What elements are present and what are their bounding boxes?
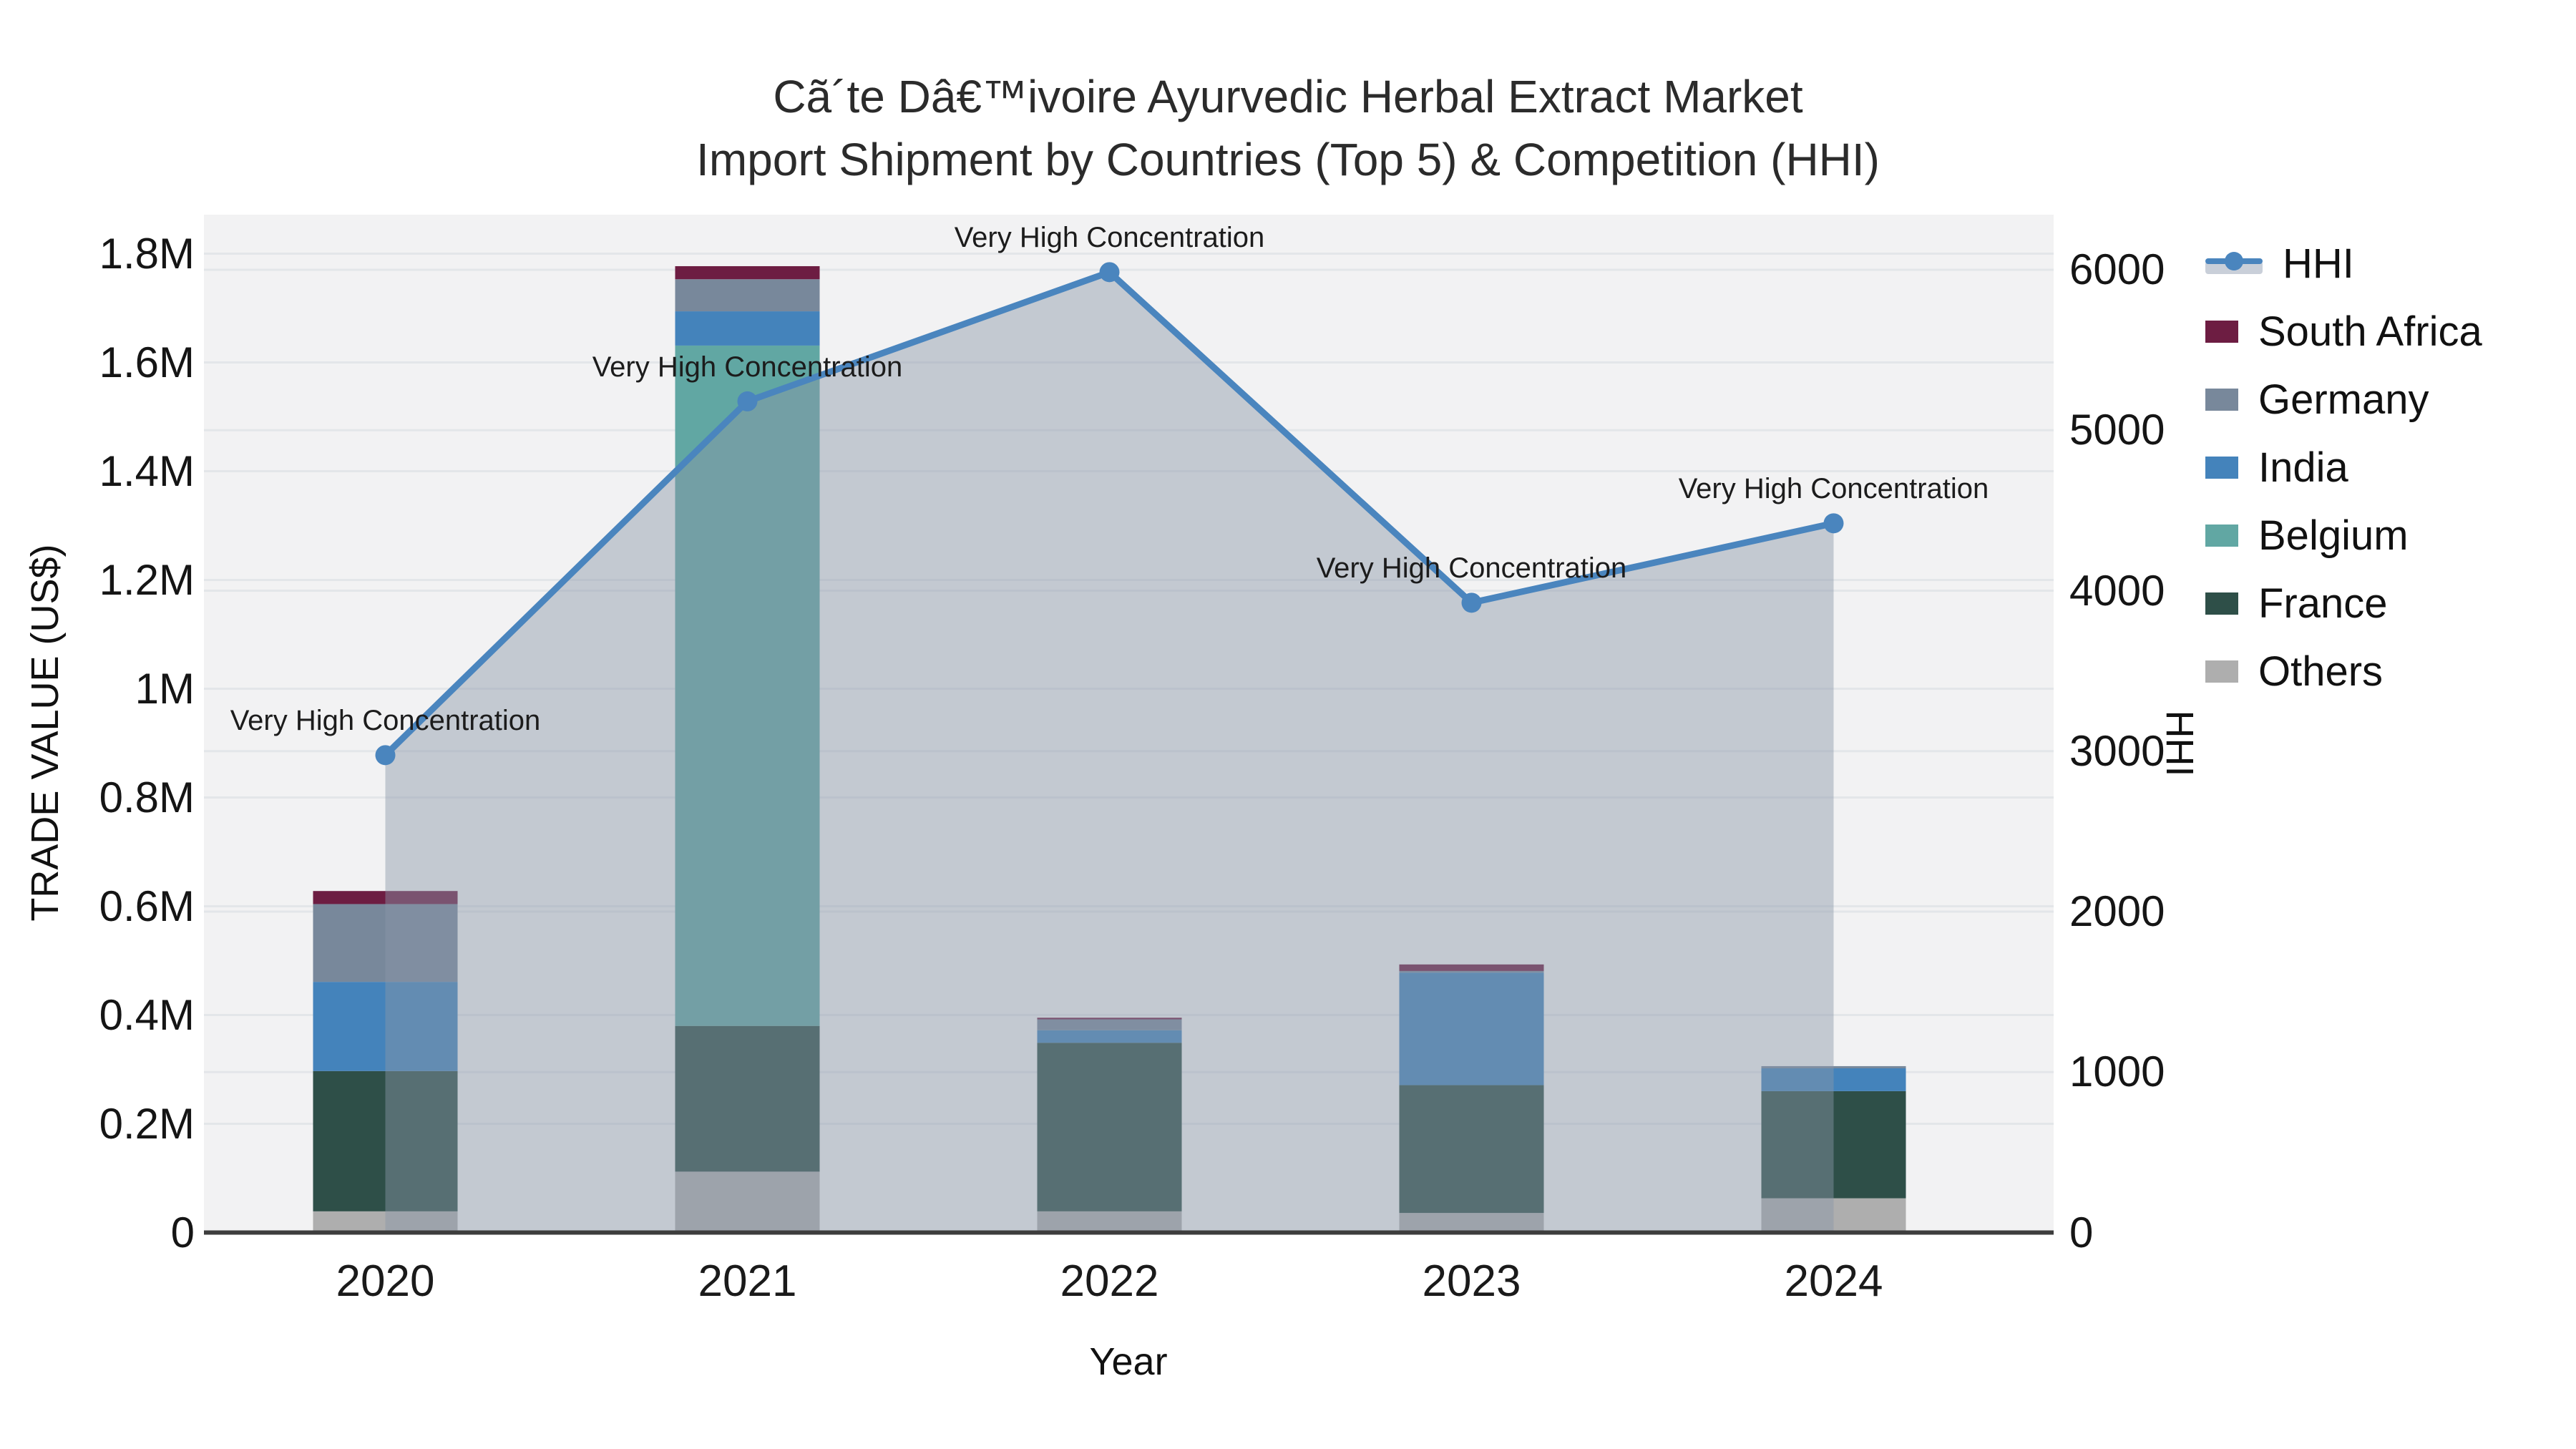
legend-label: India (2258, 444, 2348, 491)
legend-label: Belgium (2258, 512, 2409, 559)
bar-segment-south-africa-2021[interactable] (675, 265, 820, 280)
x-tick-2021: 2021 (698, 1257, 797, 1306)
y-right-tick-3000: 3000 (2069, 726, 2165, 775)
legend-label: France (2258, 580, 2388, 627)
bar-segment-germany-2020[interactable] (313, 904, 458, 982)
bar-segment-france-2022[interactable] (1037, 1043, 1182, 1211)
bar-segment-india-2024[interactable] (1761, 1068, 1906, 1091)
bar-segment-others-2021[interactable] (675, 1171, 820, 1233)
y-right-tick-5000: 5000 (2069, 406, 2165, 454)
y-left-tick-1.4M: 1.4M (99, 447, 195, 495)
bar-segment-france-2020[interactable] (313, 1070, 458, 1211)
legend-swatch-india (2205, 456, 2238, 479)
annotation-2021: Very High Concentration (592, 351, 903, 383)
y-right-tick-1000: 1000 (2069, 1048, 2165, 1096)
x-axis-line (204, 1230, 2054, 1235)
bar-segment-south-africa-2020[interactable] (313, 891, 458, 904)
bar-segment-india-2020[interactable] (313, 982, 458, 1071)
bar-segment-south-africa-2022[interactable] (1037, 1018, 1182, 1020)
legend-swatch-france (2205, 592, 2238, 615)
legend-item-hhi[interactable]: HHI (2205, 238, 2482, 289)
chart-title-line1: Cã´te Dâ€™ivoire Ayurvedic Herbal Extrac… (773, 71, 1803, 122)
y-right-tick-2000: 2000 (2069, 887, 2165, 935)
hhi-marker-2022[interactable] (1099, 262, 1120, 283)
y-left-tick-1M: 1M (135, 664, 195, 713)
y-right-tick-6000: 6000 (2069, 245, 2165, 293)
hhi-marker-2021[interactable] (737, 391, 758, 411)
legend-label: Others (2258, 648, 2384, 695)
hhi-marker-swatch (2225, 252, 2243, 270)
y-right-tick-0: 0 (2069, 1208, 2094, 1257)
bar-segment-others-2024[interactable] (1761, 1198, 1906, 1233)
annotation-2023: Very High Concentration (1316, 552, 1627, 585)
y-left-tick-0.2M: 0.2M (99, 1099, 195, 1148)
legend-label: HHI (2283, 240, 2354, 287)
y-left-tick-0.4M: 0.4M (99, 990, 195, 1039)
bar-segment-others-2020[interactable] (313, 1211, 458, 1233)
bar-segment-germany-2023[interactable] (1399, 970, 1544, 973)
bar-segment-india-2023[interactable] (1399, 972, 1544, 1085)
y-left-tick-0.8M: 0.8M (99, 773, 195, 821)
hhi-marker-2023[interactable] (1461, 592, 1482, 613)
hhi-area-fill (385, 272, 1834, 1231)
legend-swatch-others (2205, 660, 2238, 683)
bar-segment-france-2023[interactable] (1399, 1085, 1544, 1214)
x-tick-2024: 2024 (1784, 1257, 1883, 1306)
legend-swatch-germany (2205, 388, 2238, 411)
legend-label: Germany (2258, 376, 2429, 423)
bar-segment-india-2021[interactable] (675, 311, 820, 346)
bar-segment-south-africa-2023[interactable] (1399, 964, 1544, 971)
y-left-tick-1.8M: 1.8M (99, 229, 195, 278)
x-axis-title: Year (1089, 1340, 1168, 1383)
y-left-tick-0: 0 (170, 1208, 195, 1257)
bar-segment-france-2024[interactable] (1761, 1091, 1906, 1199)
x-tick-2023: 2023 (1422, 1257, 1521, 1306)
bar-segment-germany-2021[interactable] (675, 279, 820, 312)
chart-title-line2: Import Shipment by Countries (Top 5) & C… (696, 134, 1880, 185)
bar-segment-others-2023[interactable] (1399, 1213, 1544, 1233)
bar-segment-belgium-2021[interactable] (675, 345, 820, 1026)
legend-item-germany[interactable]: Germany (2205, 374, 2482, 425)
legend-item-india[interactable]: India (2205, 441, 2482, 493)
y-left-tick-0.6M: 0.6M (99, 882, 195, 930)
legend-item-south-africa[interactable]: South Africa (2205, 306, 2482, 357)
legend-swatch-belgium (2205, 524, 2238, 547)
y-left-tick-1.2M: 1.2M (99, 555, 195, 604)
bar-segment-india-2022[interactable] (1037, 1030, 1182, 1043)
annotation-2024: Very High Concentration (1678, 473, 1989, 505)
legend-item-belgium[interactable]: Belgium (2205, 509, 2482, 561)
bar-segment-france-2021[interactable] (675, 1025, 820, 1172)
legend-item-others[interactable]: Others (2205, 645, 2482, 697)
legend: HHI South Africa Germany India Belgium France… (2205, 238, 2482, 697)
y-left-tick-1.6M: 1.6M (99, 338, 195, 386)
legend-label: South Africa (2258, 308, 2482, 355)
bar-segment-germany-2022[interactable] (1037, 1019, 1182, 1030)
annotation-2022: Very High Concentration (954, 222, 1265, 254)
hhi-line-sample (2205, 251, 2263, 275)
x-tick-2020: 2020 (336, 1257, 435, 1306)
bar-segment-others-2022[interactable] (1037, 1211, 1182, 1233)
bar-segment-germany-2024[interactable] (1761, 1065, 1906, 1068)
legend-item-france[interactable]: France (2205, 577, 2482, 629)
x-tick-2022: 2022 (1060, 1257, 1159, 1306)
hhi-marker-2020[interactable] (375, 745, 396, 766)
y-right-tick-4000: 4000 (2069, 566, 2165, 615)
annotation-2020: Very High Concentration (230, 705, 541, 737)
hhi-marker-2024[interactable] (1823, 513, 1844, 534)
legend-swatch-south-africa (2205, 320, 2238, 343)
